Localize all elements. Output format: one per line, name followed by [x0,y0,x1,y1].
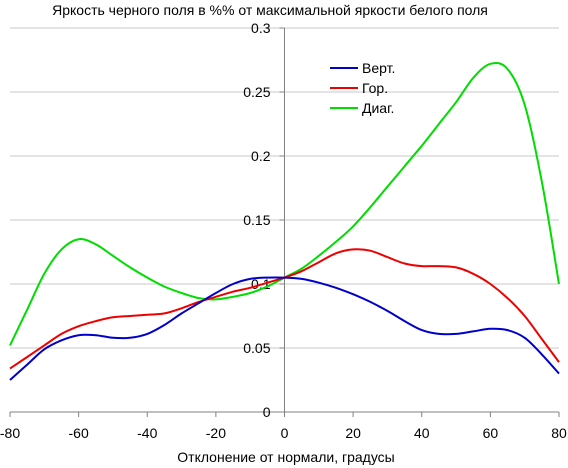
y-tick-label-6: 0.3 [251,20,271,36]
x-tick-label-6: 40 [414,425,430,441]
legend-label-diag: Диаг. [362,100,394,116]
y-tick-label-3: 0.15 [243,212,270,228]
legend: Верт. Гор. Диаг. [330,60,395,116]
x-tick-label-8: 80 [551,425,567,441]
y-tick-label-5: 0.25 [243,84,270,100]
x-tick-label-2: -40 [137,425,157,441]
y-tick-label-0: 0 [263,404,271,420]
tick-labels: -80 -60 -40 -20 0 20 40 60 8000.050.10.150.20.25… [0,20,567,441]
legend-label-hor: Гор. [362,80,388,96]
axes [9,27,560,417]
x-tick-label-4: 0 [281,425,289,441]
series-line-vert [9,276,560,381]
series-lines [9,61,560,381]
x-tick-label-5: 20 [345,425,361,441]
x-tick-label-3: -20 [206,425,226,441]
legend-label-vert: Верт. [362,60,395,76]
x-tick-label-0: -80 [0,425,20,441]
chart-title: Яркость черного поля в %% от максимально… [52,2,488,18]
y-tick-label-4: 0.2 [251,148,271,164]
x-tick-label-1: -60 [69,425,89,441]
x-tick-label-7: 60 [483,425,499,441]
x-axis-title: Отклонение от нормали, градусы [177,449,394,465]
y-tick-label-1: 0.05 [243,340,270,356]
